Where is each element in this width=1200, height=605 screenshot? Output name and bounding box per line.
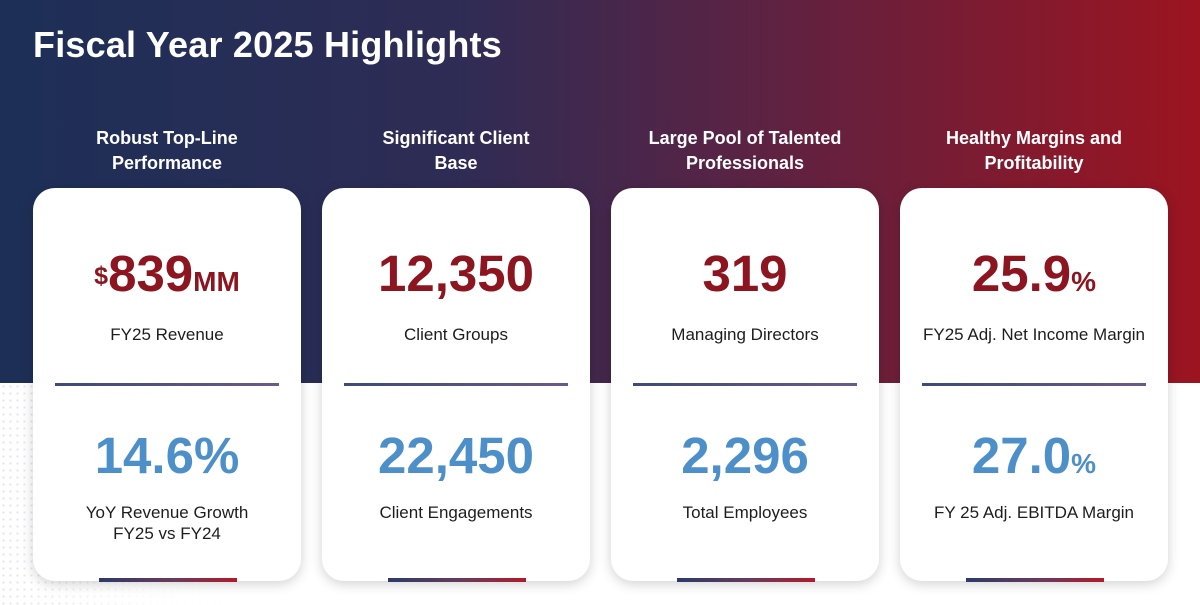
- page-title: Fiscal Year 2025 Highlights: [33, 24, 502, 65]
- currency-symbol: $: [94, 262, 109, 290]
- metric-unit: %: [1071, 266, 1097, 297]
- metric-net-income-margin: 25.9%: [900, 246, 1168, 310]
- card-divider: [922, 383, 1146, 386]
- metric-label: FY 25 Adj. EBITDA Margin: [934, 503, 1134, 522]
- card-accent-bar: [966, 578, 1104, 582]
- metric-label: Client Engagements: [379, 503, 533, 522]
- column-heading-clients: Significant Client Base: [382, 128, 530, 173]
- metric-unit: MM: [193, 266, 240, 297]
- card-accent-bar: [388, 578, 526, 582]
- metric-label: Managing Directors: [671, 325, 819, 344]
- metric-value: 22,450: [378, 427, 534, 484]
- metric-label: Client Groups: [404, 325, 508, 344]
- highlight-card-clients: 12,350 Client Groups 22,450 Client Engag…: [322, 188, 590, 582]
- metric-label: Total Employees: [682, 503, 808, 522]
- metric-value: 2,296: [681, 427, 809, 484]
- column-heading-professionals: Large Pool of Talented Professionals: [648, 128, 842, 173]
- metric-managing-directors: 319: [611, 246, 879, 310]
- card-accent-bar: [677, 578, 815, 582]
- metric-value: 27.0: [971, 427, 1072, 484]
- metric-unit: %: [1071, 448, 1097, 479]
- metric-value: 319: [702, 245, 788, 302]
- column-heading-revenue: Robust Top-Line Performance: [96, 128, 238, 173]
- metric-client-engagements: 22,450: [322, 428, 590, 492]
- metric-fy25-revenue: $839MM: [33, 246, 301, 310]
- metric-value: 25.9: [971, 245, 1072, 302]
- metric-label: YoY Revenue Growth FY25 vs FY24: [85, 503, 249, 543]
- card-divider: [344, 383, 568, 386]
- column-heading-margins: Healthy Margins and Profitability: [945, 128, 1123, 173]
- metric-ebitda-margin: 27.0%: [900, 428, 1168, 492]
- metric-value: 12,350: [378, 245, 534, 302]
- highlight-card-professionals: 319 Managing Directors 2,296 Total Emplo…: [611, 188, 879, 582]
- metric-label: FY25 Adj. Net Income Margin: [922, 325, 1146, 344]
- metric-value: 839: [108, 245, 194, 302]
- metric-total-employees: 2,296: [611, 428, 879, 492]
- highlight-card-margins: 25.9% FY25 Adj. Net Income Margin 27.0% …: [900, 188, 1168, 582]
- metric-value: 14.6%: [94, 427, 240, 484]
- metric-client-groups: 12,350: [322, 246, 590, 310]
- metric-label: FY25 Revenue: [110, 325, 224, 344]
- metric-yoy-growth: 14.6%: [33, 428, 301, 492]
- card-divider: [633, 383, 857, 386]
- card-divider: [55, 383, 279, 386]
- card-accent-bar: [99, 578, 237, 582]
- highlight-card-revenue: $839MM FY25 Revenue 14.6% YoY Revenue Gr…: [33, 188, 301, 582]
